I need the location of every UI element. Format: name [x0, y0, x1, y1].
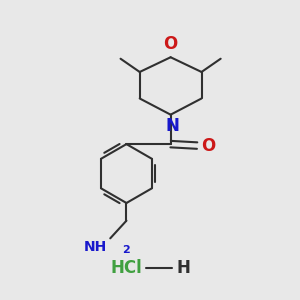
Text: N: N	[165, 117, 179, 135]
Text: O: O	[164, 35, 178, 53]
Text: 2: 2	[123, 245, 130, 255]
Text: HCl: HCl	[111, 259, 142, 277]
Text: O: O	[201, 136, 215, 154]
Text: H: H	[176, 259, 190, 277]
Text: NH: NH	[84, 240, 107, 254]
